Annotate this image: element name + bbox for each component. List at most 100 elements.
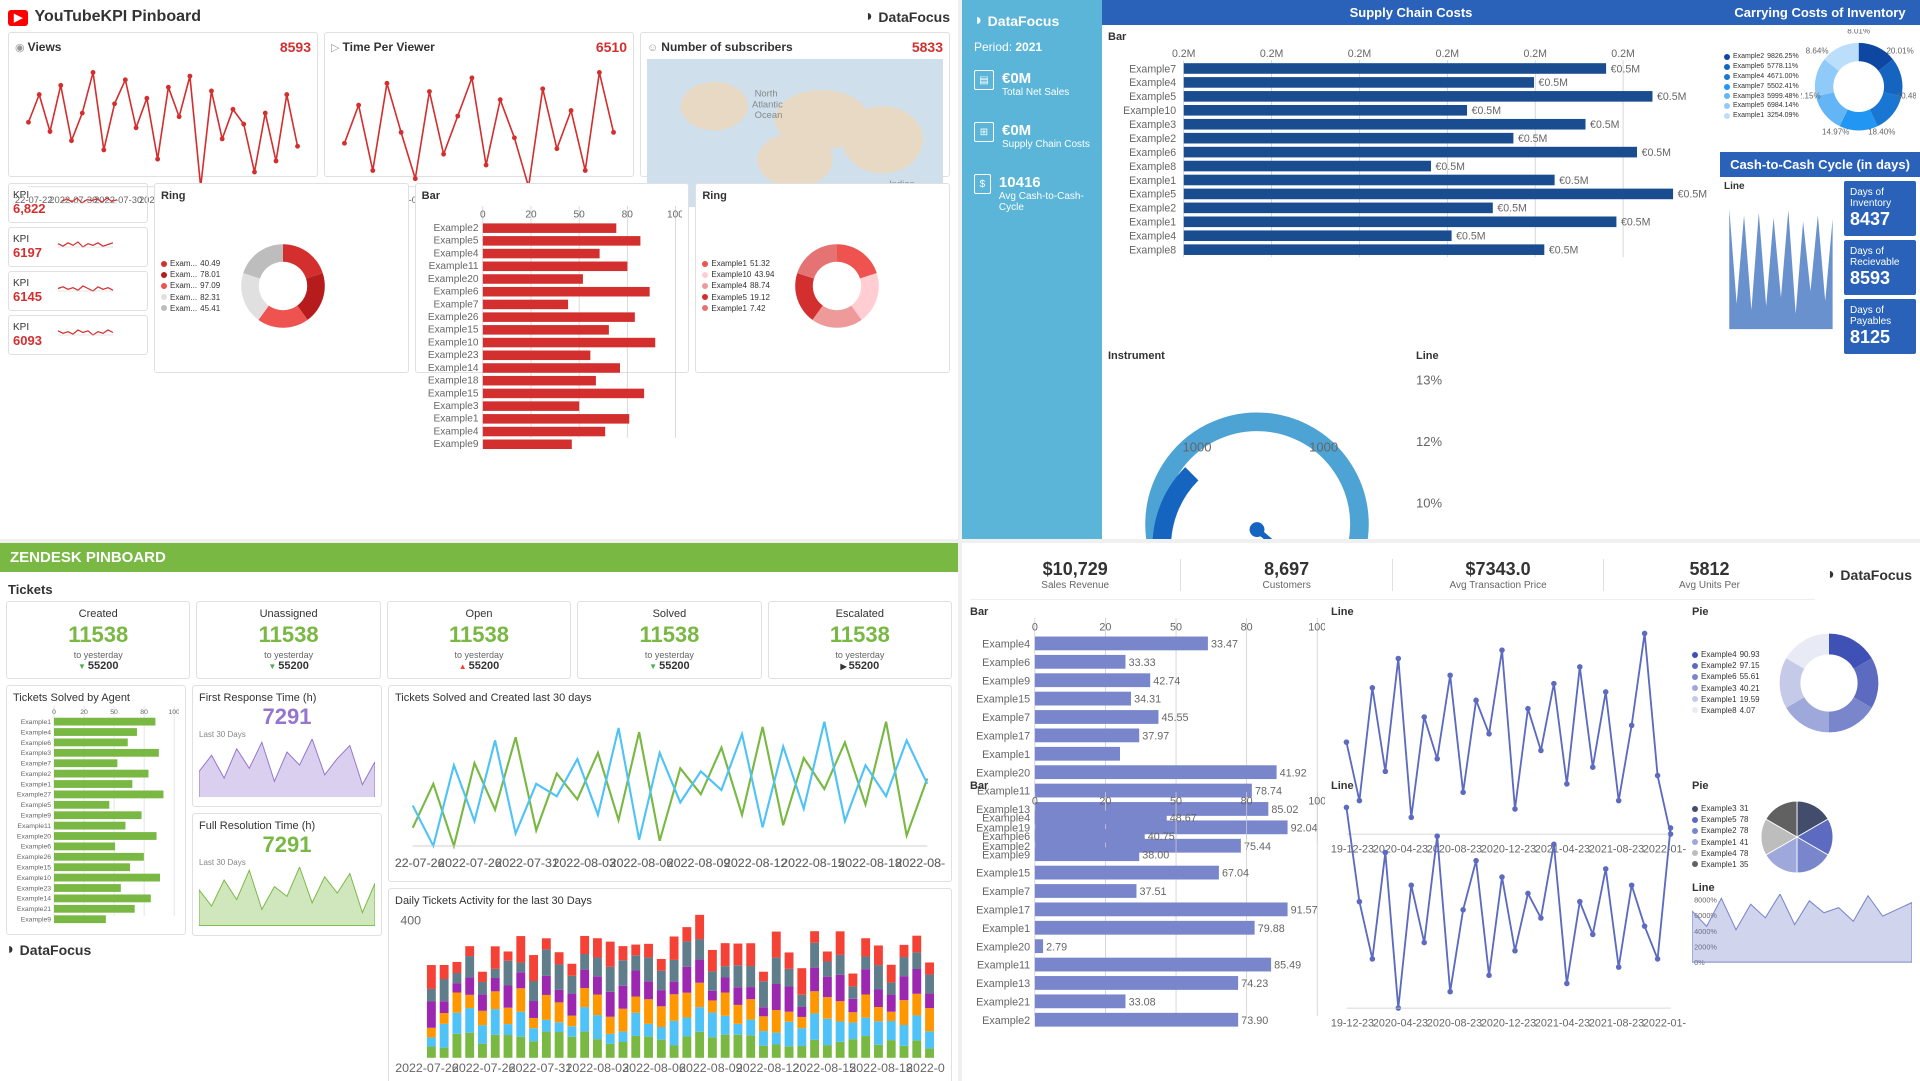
svg-text:2022-07-26: 2022-07-26 bbox=[395, 1061, 459, 1075]
svg-text:80: 80 bbox=[621, 210, 633, 221]
svg-text:Example7: Example7 bbox=[982, 712, 1030, 724]
svg-text:2022-08-06: 2022-08-06 bbox=[610, 856, 674, 870]
first-response-chart bbox=[199, 739, 375, 798]
svg-text:13%: 13% bbox=[1416, 372, 1442, 387]
svg-text:2021-08-23: 2021-08-23 bbox=[1589, 1017, 1644, 1029]
svg-text:100: 100 bbox=[168, 708, 179, 715]
svg-text:8.64%: 8.64% bbox=[1805, 47, 1828, 56]
svg-text:Example6: Example6 bbox=[982, 656, 1030, 668]
svg-text:€0.5M: €0.5M bbox=[1678, 189, 1707, 201]
svg-text:Example9: Example9 bbox=[982, 675, 1030, 687]
kpi-card[interactable]: KPI6093 bbox=[8, 315, 148, 355]
svg-text:2020-12-23: 2020-12-23 bbox=[1481, 1017, 1536, 1029]
svg-text:38.00: 38.00 bbox=[1142, 849, 1169, 861]
svg-text:2022-08-06: 2022-08-06 bbox=[622, 1061, 686, 1075]
ticket-card[interactable]: Solved11538to yesterday55200 bbox=[577, 601, 761, 679]
svg-text:2022-08-18: 2022-08-18 bbox=[849, 1061, 913, 1075]
svg-text:Example6: Example6 bbox=[982, 830, 1030, 842]
svg-text:Example4: Example4 bbox=[1129, 231, 1176, 243]
kpi-card[interactable]: KPI6145 bbox=[8, 271, 148, 311]
svg-text:Example14: Example14 bbox=[17, 895, 51, 902]
svg-text:34.31: 34.31 bbox=[1134, 693, 1161, 705]
ticket-card[interactable]: Open11538to yesterday55200 bbox=[387, 601, 571, 679]
svg-text:2021-04-23: 2021-04-23 bbox=[1535, 1017, 1590, 1029]
svg-text:2022-07-26: 2022-07-26 bbox=[395, 856, 445, 870]
svg-text:Example2: Example2 bbox=[433, 223, 478, 234]
svg-text:0.2M: 0.2M bbox=[1611, 48, 1635, 60]
svg-text:Example6: Example6 bbox=[21, 739, 52, 746]
svg-text:Example2: Example2 bbox=[21, 770, 52, 777]
svg-text:20: 20 bbox=[525, 210, 537, 221]
ring2-card[interactable]: Ring Example1 51.32Example10 43.94Exampl… bbox=[695, 183, 950, 373]
supply-metric: ⊞€0MSupply Chain Costs bbox=[974, 122, 1090, 150]
svg-text:Example14: Example14 bbox=[427, 363, 478, 374]
sales-kpi: $10,729Sales Revenue bbox=[970, 559, 1181, 591]
ring1-chart bbox=[228, 231, 338, 341]
svg-text:37.97: 37.97 bbox=[1142, 730, 1169, 742]
kpi-card[interactable]: KPI6197 bbox=[8, 227, 148, 267]
ticket-card[interactable]: Created11538to yesterday55200 bbox=[6, 601, 190, 679]
svg-text:2022-08-12: 2022-08-12 bbox=[724, 856, 788, 870]
zendesk-panel: ZENDESK PINBOARD Tickets Created11538to … bbox=[0, 543, 958, 1081]
svg-text:Example2: Example2 bbox=[982, 1014, 1030, 1026]
full-resolution-value: 7291 bbox=[199, 832, 375, 858]
supply-costs-header: Supply Chain Costs bbox=[1102, 0, 1720, 25]
svg-text:2020-08-23: 2020-08-23 bbox=[1427, 1017, 1482, 1029]
carrying-donut: 8.01%20.01%10.48%18.40%14.97%12.15%8.64% bbox=[1801, 29, 1916, 144]
svg-text:45.55: 45.55 bbox=[1162, 712, 1189, 724]
svg-text:100: 100 bbox=[1308, 795, 1325, 807]
supply-panel: DataFocus Period: 2021 ▤€0MTotal Net Sal… bbox=[962, 0, 1920, 539]
svg-text:0: 0 bbox=[480, 210, 486, 221]
user-icon: ☺ Number of subscribers bbox=[647, 40, 793, 54]
kpi-card[interactable]: KPI6,822 bbox=[8, 183, 148, 223]
svg-text:1000: 1000 bbox=[1183, 439, 1212, 454]
svg-text:Example7: Example7 bbox=[1129, 63, 1176, 75]
first-response-value: 7291 bbox=[199, 704, 375, 730]
views-card[interactable]: ◉ Views8593 2022-07-222022-07-302022-07-… bbox=[8, 32, 318, 177]
full-resolution-card[interactable]: Full Resolution Time (h) 7291 Last 30 Da… bbox=[192, 813, 382, 936]
svg-text:8.01%: 8.01% bbox=[1847, 29, 1870, 36]
svg-text:18.40%: 18.40% bbox=[1868, 127, 1895, 136]
bar-card[interactable]: Bar 0205080100Example2Example5Example4Ex… bbox=[415, 183, 690, 373]
solved-created-card[interactable]: Tickets Solved and Created last 30 days … bbox=[388, 685, 952, 883]
svg-text:Example15: Example15 bbox=[427, 325, 478, 336]
svg-text:80: 80 bbox=[140, 708, 148, 715]
svg-text:33.33: 33.33 bbox=[1129, 656, 1156, 668]
svg-text:Example6: Example6 bbox=[21, 843, 52, 850]
gauge-chart: 0% 1000 1000 2000 1917.42% bbox=[1108, 362, 1406, 539]
svg-text:2022-07-26: 2022-07-26 bbox=[452, 1061, 516, 1075]
svg-text:Example4: Example4 bbox=[433, 248, 478, 259]
svg-text:12%: 12% bbox=[1416, 433, 1442, 448]
ticket-card[interactable]: Escalated11538to yesterday55200 bbox=[768, 601, 952, 679]
svg-text:Atlantic: Atlantic bbox=[752, 98, 783, 109]
svg-text:€0.5M: €0.5M bbox=[1472, 105, 1501, 117]
svg-text:2022-08-03: 2022-08-03 bbox=[566, 1061, 630, 1075]
ticket-card[interactable]: Unassigned11538to yesterday55200 bbox=[196, 601, 380, 679]
views-value: 8593 bbox=[280, 39, 311, 55]
svg-text:Example7: Example7 bbox=[982, 886, 1030, 898]
svg-text:2022-01-23: 2022-01-23 bbox=[1643, 1017, 1686, 1029]
svg-text:North: North bbox=[755, 88, 778, 99]
first-response-card[interactable]: First Response Time (h) 7291 Last 30 Day… bbox=[192, 685, 382, 808]
agents-card[interactable]: Tickets Solved by Agent 0205080100Exampl… bbox=[6, 685, 186, 935]
svg-text:0.2M: 0.2M bbox=[1523, 48, 1547, 60]
subs-card[interactable]: ☺ Number of subscribers5833 North Atlant… bbox=[640, 32, 950, 177]
svg-text:73.90: 73.90 bbox=[1241, 1014, 1268, 1026]
svg-text:Example17: Example17 bbox=[976, 904, 1030, 916]
svg-text:2019-12-23: 2019-12-23 bbox=[1331, 1017, 1374, 1029]
svg-text:Example17: Example17 bbox=[976, 730, 1030, 742]
ring1-card[interactable]: Ring Exam... 40.49Exam... 78.01Exam... 9… bbox=[154, 183, 409, 373]
sales-kpi: 5812Avg Units Per bbox=[1604, 559, 1814, 591]
svg-text:Example21: Example21 bbox=[976, 996, 1030, 1008]
kpi-column: KPI6,822KPI6197KPI6145KPI6093 bbox=[8, 183, 148, 373]
supply-bar-chart: 0.2M0.2M0.2M0.2M0.2M0.2MExample7€0.5MExa… bbox=[1108, 45, 1714, 265]
daily-activity-card[interactable]: Daily Tickets Activity for the last 30 D… bbox=[388, 888, 952, 1081]
svg-text:Example1: Example1 bbox=[1129, 175, 1176, 187]
supply-metric: $10416Avg Cash-to-Cash-Cycle bbox=[974, 174, 1090, 213]
svg-text:2022-08-03: 2022-08-03 bbox=[553, 856, 617, 870]
svg-text:Example11: Example11 bbox=[17, 822, 51, 829]
svg-text:2022-08-15: 2022-08-15 bbox=[781, 856, 845, 870]
svg-text:€0.5M: €0.5M bbox=[1518, 133, 1547, 145]
svg-text:Example13: Example13 bbox=[976, 978, 1030, 990]
time-card[interactable]: ▷ Time Per Viewer6510 2022-07-222022-07-… bbox=[324, 32, 634, 177]
